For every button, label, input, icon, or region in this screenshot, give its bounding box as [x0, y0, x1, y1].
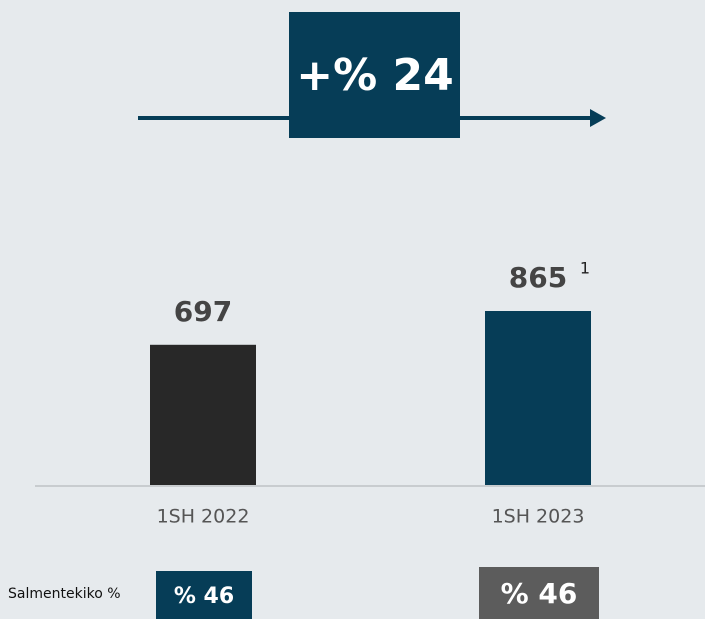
x-tick-label: 1SH 2022 — [157, 506, 250, 528]
margin-box — [479, 567, 599, 619]
annotation-box — [289, 12, 460, 138]
value-label: 865 — [509, 261, 567, 294]
row-label: Salmentekiko % — [8, 586, 121, 602]
margin-box — [156, 571, 252, 619]
arrow-head — [590, 109, 606, 127]
margin-label: % 46 — [501, 577, 578, 610]
value-label: 697 — [174, 295, 232, 328]
bar — [150, 344, 256, 485]
annotation: +% 24 — [296, 50, 454, 101]
bar — [485, 311, 591, 485]
margin-label: % 46 — [174, 584, 234, 609]
x-tick-label: 1SH 2023 — [492, 506, 585, 528]
footnote: 1 — [580, 259, 590, 278]
